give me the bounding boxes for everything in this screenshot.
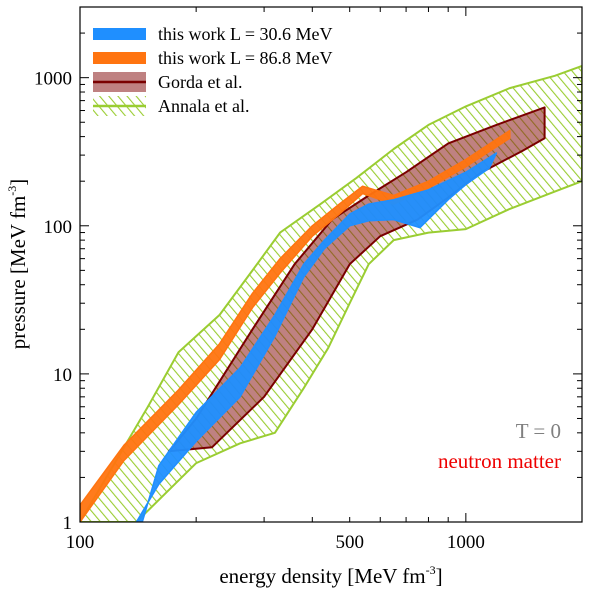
series-band-this-work-l-30-6-mev [135, 152, 498, 522]
legend-label: Annala et al. [158, 96, 249, 116]
annotation-temperature: T = 0 [516, 419, 561, 443]
legend-item-annala-et-al: Annala et al. [93, 96, 249, 116]
x-tick-label: 100 [66, 532, 95, 553]
axis-ticks [79, 6, 583, 523]
legend-item-gorda-et-al: Gorda et al. [93, 72, 242, 92]
y-axis-title: pressure [MeV fm-3] [5, 179, 30, 350]
legend-label: Gorda et al. [158, 72, 242, 92]
x-axis-title: energy density [MeV fm-3] [219, 563, 442, 588]
legend-label: this work L = 30.6 MeV [158, 24, 332, 44]
series-band-this-work-l-86-8-mev [80, 129, 511, 522]
plot-frame [79, 6, 583, 523]
data-bands [80, 64, 582, 522]
x-tick-label: 1000 [447, 532, 485, 553]
y-tick-label: 1 [63, 513, 73, 534]
tick-labels: 100 500 1000 1 10 100 1000 [34, 69, 485, 553]
y-tick-label: 100 [44, 217, 73, 238]
legend: this work L = 30.6 MeV this work L = 86.8… [93, 24, 332, 116]
y-tick-label: 1000 [34, 69, 72, 90]
annotation-neutron-matter: neutron matter [438, 449, 561, 473]
y-tick-label: 10 [53, 365, 72, 386]
legend-item-this-work-l-86-8-mev: this work L = 86.8 MeV [93, 48, 332, 68]
legend-label: this work L = 86.8 MeV [158, 48, 332, 68]
x-tick-label: 500 [335, 532, 364, 553]
legend-swatch [93, 28, 146, 40]
legend-swatch [93, 52, 146, 64]
legend-item-this-work-l-30-6-mev: this work L = 30.6 MeV [93, 24, 332, 44]
